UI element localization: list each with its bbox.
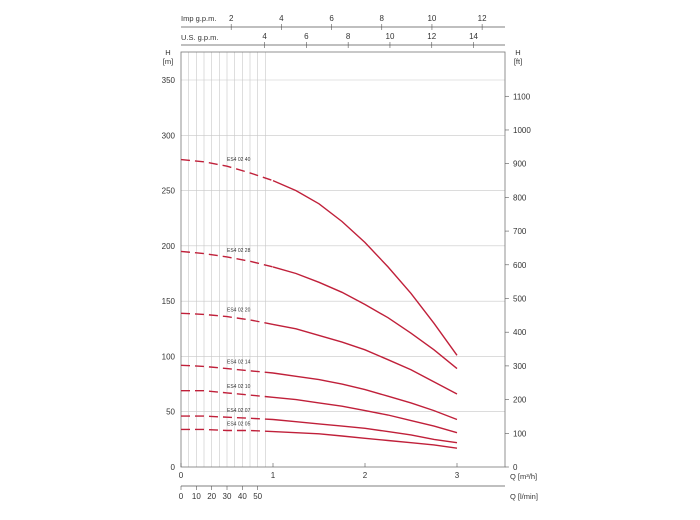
bottom-secondary-tick-label: 10 [192,492,201,501]
right-tick-label: 700 [513,227,527,236]
series-line-dashed [180,312,274,326]
bottom-secondary-axis-label: Q [l/min] [510,492,538,501]
plot-frame [180,51,506,468]
bottom-primary-tick-label: 1 [271,471,276,480]
bottom-secondary-tick-label: 30 [223,492,232,501]
series-line-dashed [181,415,274,421]
bottom-secondary-tick-label: 20 [207,492,216,501]
series-line-dashed [181,390,274,398]
series-label: ES4 02 10 [227,384,251,390]
series-line [272,179,458,356]
right-axis-label: H [515,48,520,57]
grid-lines [181,52,505,467]
series-line-dashed [180,250,274,268]
series-line [272,418,458,444]
series-line-dashed [180,364,274,374]
right-tick-label: 600 [513,261,527,270]
left-tick-label: 50 [166,408,175,417]
series-label: ES4 02 28 [227,248,251,254]
left-tick-label: 150 [162,297,176,306]
top-us-tick-label: 6 [304,32,309,41]
bottom-secondary-tick-label: 40 [238,492,247,501]
axes: 0501001502002503003500100200300400500600… [162,14,532,501]
right-tick-label: 900 [513,160,527,169]
series-line-dashed [181,428,274,433]
series-line [272,323,458,395]
left-tick-label: 300 [162,131,176,140]
left-tick-label: 350 [162,76,176,85]
left-tick-label: 250 [162,187,176,196]
left-axis-label: H [165,48,170,57]
left-axis-unit: [m] [163,57,173,66]
top-imp-tick-label: 8 [380,14,385,23]
top-us-axis-label: U.S. g.p.m. [181,33,219,42]
top-us-tick-label: 4 [262,32,267,41]
series-label: ES4 02 20 [227,308,251,314]
series-label: ES4 02 07 [227,408,251,414]
series-label: ES4 02 05 [227,422,251,428]
bottom-primary-tick-label: 3 [455,471,460,480]
left-tick-label: 100 [162,352,176,361]
bottom-primary-axis-label: Q [m³/h] [510,472,537,481]
bottom-primary-tick-label: 0 [179,471,184,480]
top-imp-axis-label: Imp g.p.m. [181,14,216,23]
top-imp-tick-label: 4 [279,14,284,23]
series-line [272,372,458,421]
right-tick-label: 1100 [513,92,531,101]
right-tick-label: 400 [513,328,527,337]
top-imp-tick-label: 10 [427,14,436,23]
top-us-tick-label: 8 [346,32,351,41]
series-line [272,430,458,449]
curves: ES4 02 40 ES4 02 28 ES4 02 20 ES4 02 14 ES4 … [180,157,458,449]
left-tick-label: 0 [171,463,176,472]
top-imp-tick-label: 2 [229,14,234,23]
right-tick-label: 800 [513,193,527,202]
top-us-tick-label: 10 [386,32,395,41]
right-tick-label: 200 [513,396,527,405]
series-label: ES4 02 14 [227,360,251,366]
left-tick-label: 200 [162,242,176,251]
top-us-tick-label: 14 [469,32,478,41]
top-us-tick-label: 12 [427,32,436,41]
right-axis-unit: [ft] [514,57,522,66]
bottom-secondary-tick-label: 0 [179,492,184,501]
series-line [272,266,458,370]
series-line-dashed [180,158,274,182]
series-label: ES4 02 40 [227,157,251,163]
series-line [272,396,458,434]
right-tick-label: 1000 [513,126,531,135]
right-tick-label: 100 [513,429,527,438]
right-tick-label: 500 [513,294,527,303]
top-imp-tick-label: 12 [478,14,487,23]
top-imp-tick-label: 6 [329,14,334,23]
bottom-primary-tick-label: 2 [363,471,368,480]
right-tick-label: 0 [513,463,518,472]
right-tick-label: 300 [513,362,527,371]
bottom-secondary-tick-label: 50 [253,492,262,501]
